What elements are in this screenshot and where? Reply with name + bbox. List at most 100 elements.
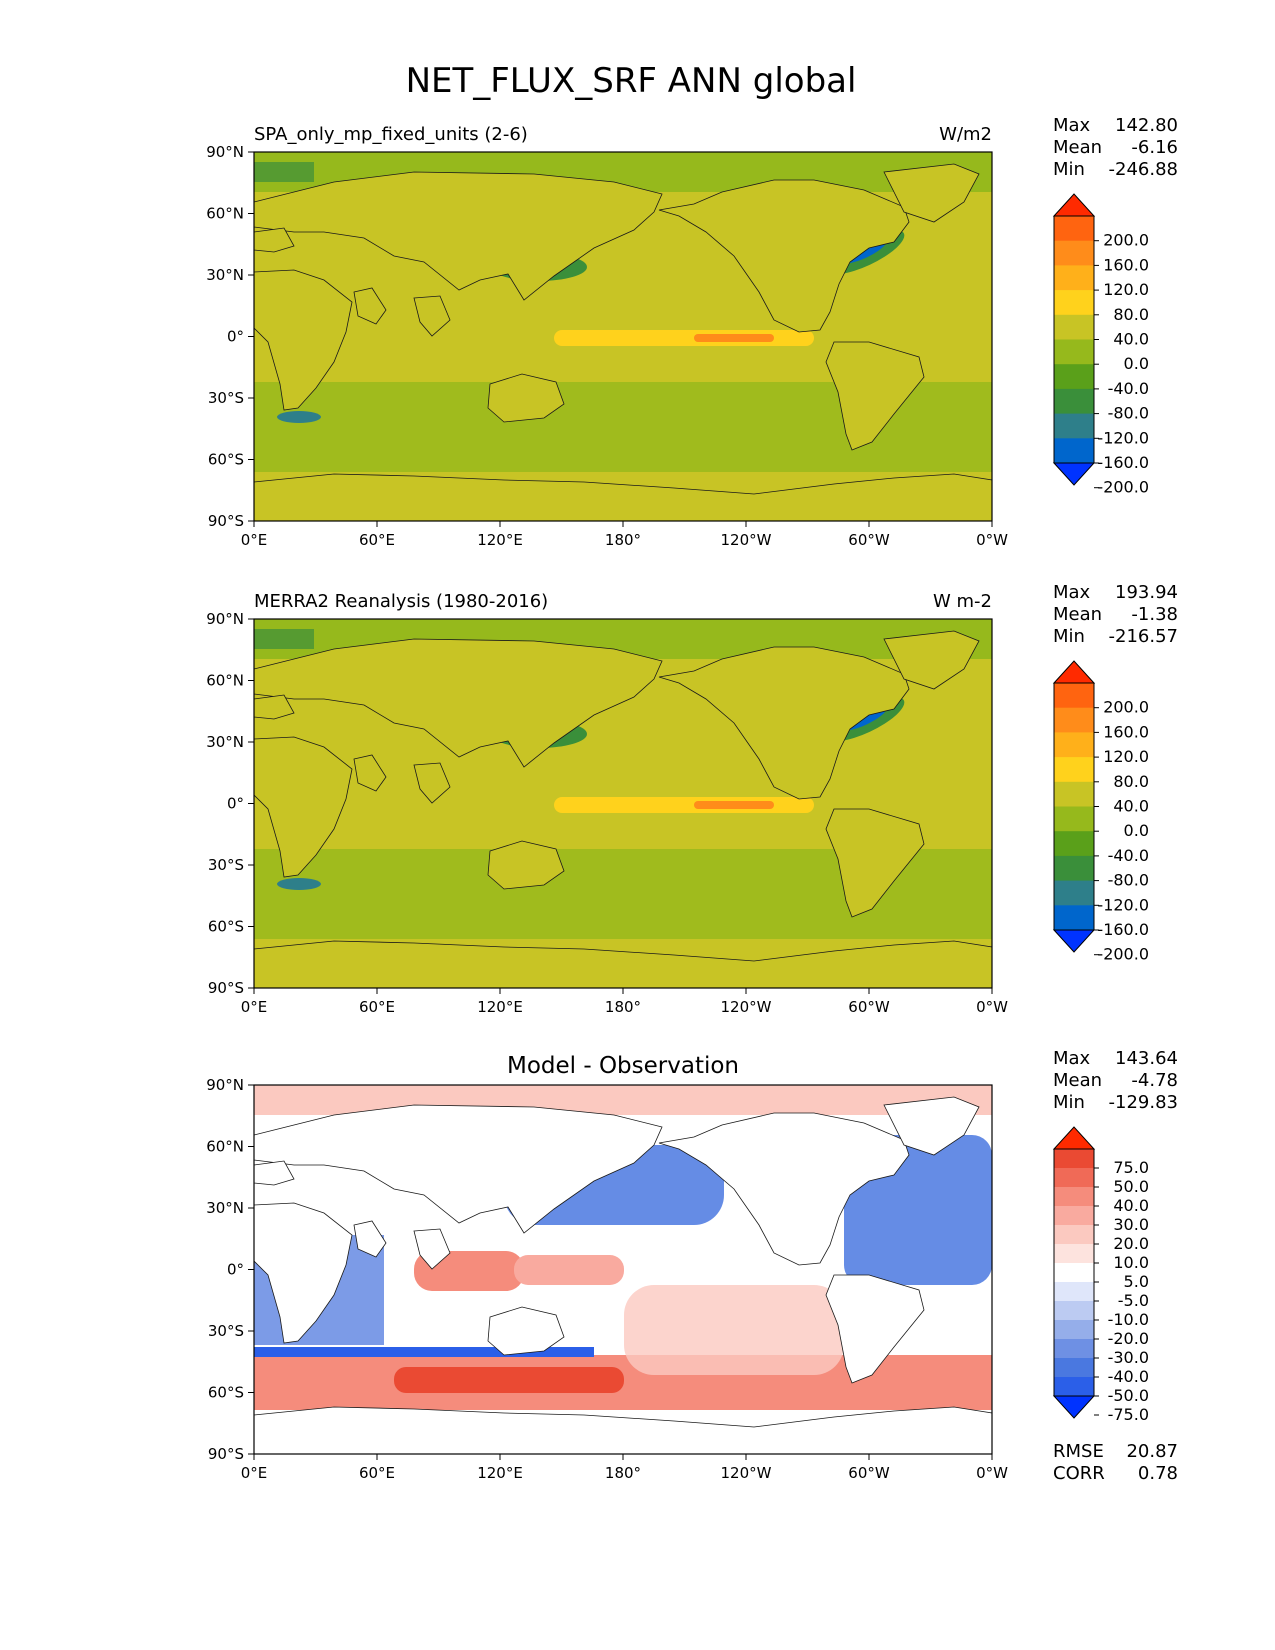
- rmse-value: 20.87: [1126, 1441, 1178, 1462]
- panel-left-title: MERRA2 Reanalysis (1980-2016): [254, 591, 548, 612]
- y-tick-label: 30°S: [208, 389, 244, 407]
- colorbar-label: -50.0: [1108, 1386, 1149, 1405]
- stat-label: Max: [1053, 1048, 1091, 1069]
- south-america-shape: [825, 341, 925, 451]
- eurasia-shape: [253, 171, 663, 301]
- y-tick-label: 30°S: [208, 856, 244, 874]
- colorbar-label: 200.0: [1103, 231, 1149, 250]
- australia-shape: [487, 1306, 565, 1356]
- north-america-shape: [658, 646, 910, 800]
- x-tick-label: 120°W: [721, 1464, 772, 1482]
- x-tick-label: 120°E: [477, 1464, 523, 1482]
- stat-label: Mean: [1053, 137, 1102, 158]
- panel-title: Model - Observation: [507, 1053, 739, 1079]
- x-tick-label: 0°W: [976, 998, 1008, 1016]
- colorbar-max-arrow: [1052, 1126, 1096, 1150]
- colorbar-segment: [1054, 1149, 1094, 1169]
- x-tick-label: 60°E: [359, 531, 395, 549]
- stat-value: -129.83: [1109, 1092, 1178, 1113]
- colorbar-label: 40.0: [1113, 1196, 1149, 1215]
- colorbar-segment: [1054, 1206, 1094, 1226]
- rmse-label: RMSE: [1053, 1441, 1104, 1462]
- colorbar-segment: [1054, 732, 1094, 758]
- continents: [253, 630, 993, 989]
- x-tick-label: 60°W: [848, 998, 890, 1016]
- colorbar-label: 5.0: [1124, 1272, 1149, 1291]
- colorbar-label: -160.0: [1097, 453, 1149, 472]
- colorbar-segment: [1054, 831, 1094, 857]
- y-tick-label: 90°N: [206, 143, 244, 161]
- australia-shape: [487, 840, 565, 890]
- stat-value: -4.78: [1131, 1070, 1178, 1091]
- panel-units: W/m2: [939, 124, 992, 145]
- colorbar-label: 40.0: [1113, 330, 1149, 349]
- eurasia-shape: [253, 1104, 663, 1234]
- colorbar-min-arrow: [1052, 1395, 1096, 1419]
- southern-ocean-peak: [394, 1367, 624, 1393]
- colorbar-segment: [1054, 806, 1094, 832]
- y-tick-label: 90°N: [206, 1076, 244, 1094]
- y-tick-label: 0°: [227, 328, 244, 346]
- continents: [253, 1096, 993, 1455]
- colorbar-segment: [1054, 290, 1094, 316]
- colorbar-segment: [1054, 314, 1094, 340]
- stat-label: Min: [1053, 626, 1085, 647]
- south-america-shape: [825, 1274, 925, 1384]
- stat-value: 143.64: [1115, 1048, 1178, 1069]
- pacific-warm-pool-positive: [514, 1255, 624, 1285]
- colorbar-label: 160.0: [1103, 255, 1149, 274]
- equatorial-pacific-warm: [554, 330, 814, 346]
- colorbar-segment: [1054, 364, 1094, 390]
- eurasia-shape: [253, 638, 663, 768]
- colorbar-segment: [1054, 1320, 1094, 1340]
- y-tick-label: 60°S: [208, 918, 244, 936]
- stat-label: Mean: [1053, 604, 1102, 625]
- figure-title: NET_FLUX_SRF ANN global: [406, 61, 857, 101]
- south-america-shape: [825, 808, 925, 918]
- y-tick-label: 0°: [227, 795, 244, 813]
- colorbar-segment: [1054, 1225, 1094, 1245]
- y-tick-label: 60°N: [206, 672, 244, 690]
- colorbar: 75.050.040.030.020.010.05.0-5.0-10.0-20.…: [1052, 1126, 1149, 1424]
- colorbar-label: 30.0: [1113, 1215, 1149, 1234]
- y-tick-label: 90°N: [206, 610, 244, 628]
- india-shape: [413, 1228, 451, 1270]
- colorbar-segment: [1054, 757, 1094, 783]
- colorbar-segment: [1054, 240, 1094, 266]
- corr-label: CORR: [1053, 1463, 1105, 1484]
- y-tick-label: 0°: [227, 1261, 244, 1279]
- stat-label: Max: [1053, 115, 1091, 136]
- colorbar-frame: [1053, 1148, 1095, 1397]
- colorbar-max-arrow: [1052, 660, 1096, 684]
- colorbar-label: 40.0: [1113, 797, 1149, 816]
- colorbar-label: -75.0: [1108, 1405, 1149, 1424]
- colorbar-max-arrow: [1052, 193, 1096, 217]
- south-pacific-positive: [624, 1285, 844, 1375]
- colorbar: 200.0 160.0 120.0 80.0 40.0 0.0 -40.0 -80.0 -120…: [1052, 660, 1149, 964]
- colorbar-label: -40.0: [1108, 846, 1149, 865]
- colorbar-segment: [1054, 781, 1094, 807]
- colorbar-label: 10.0: [1113, 1253, 1149, 1272]
- arabia-shape: [353, 754, 387, 792]
- colorbar-segment: [1054, 1358, 1094, 1378]
- y-tick-label: 60°N: [206, 1138, 244, 1156]
- colorbar-label: -80.0: [1108, 871, 1149, 890]
- colorbar-label: 200.0: [1103, 698, 1149, 717]
- y-tick-label: 60°N: [206, 205, 244, 223]
- agulhas-region: [277, 411, 321, 423]
- panel-left-title: SPA_only_mp_fixed_units (2-6): [254, 124, 528, 145]
- y-tick-label: 30°S: [208, 1322, 244, 1340]
- stat-value: 193.94: [1115, 582, 1178, 603]
- map-area: 0°E 60°E 120°E 180° 120°W 60°W 0°W 90°N 60°N 30°N…: [206, 610, 1008, 1016]
- colorbar-segment: [1054, 1339, 1094, 1359]
- colorbar-label: -40.0: [1108, 379, 1149, 398]
- y-tick-label: 90°S: [208, 979, 244, 997]
- x-tick-label: 0°W: [976, 1464, 1008, 1482]
- colorbar-label: 120.0: [1103, 747, 1149, 766]
- x-tick-label: 180°: [605, 531, 641, 549]
- colorbar-segment: [1054, 683, 1094, 709]
- colorbar-segment: [1054, 1263, 1094, 1283]
- colorbar-label: 75.0: [1113, 1158, 1149, 1177]
- colorbar-segment: [1054, 880, 1094, 906]
